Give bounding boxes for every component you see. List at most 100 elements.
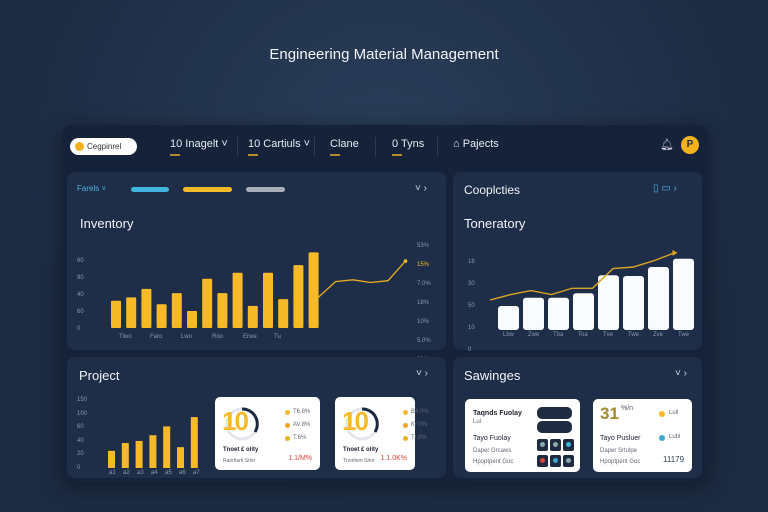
legend-label: T/.0%: [411, 435, 427, 441]
card-value: 1.1/M%: [288, 455, 312, 462]
bar: [141, 288, 152, 328]
bar: [263, 272, 273, 328]
bar: [278, 299, 289, 328]
y-tick-right: 18%: [417, 300, 430, 306]
y-tick: 10: [468, 325, 475, 331]
x-tick: a7: [193, 470, 200, 476]
bar: [247, 305, 258, 328]
inventory-chart: [111, 252, 408, 328]
panel-controls[interactable]: ▯ ▭ ›: [653, 183, 677, 194]
y-tick: 20: [77, 451, 84, 457]
x-tick: a6: [179, 470, 186, 476]
y-tick: 60: [77, 424, 84, 430]
x-tick: Erwe: [243, 334, 257, 340]
y-tick: 0: [77, 464, 81, 471]
bar: [217, 293, 228, 328]
page-title: Engineering Material Management: [269, 46, 499, 63]
y-tick: 30: [468, 281, 475, 287]
legend-dot: [285, 423, 290, 428]
x-tick: a5: [165, 470, 172, 476]
card-label: Tayo Pusluer: [600, 435, 641, 442]
y-tick: 60: [77, 309, 84, 315]
bar: [111, 300, 121, 328]
card-sub: Hpoptpent Goc: [473, 459, 514, 465]
donut-gauge: [225, 407, 259, 441]
toggle-pill[interactable]: [537, 421, 572, 433]
panel-controls[interactable]: ˅ ›: [675, 368, 687, 379]
y-tick: 90: [77, 275, 84, 281]
savings-card-2[interactable]: 31 %/n Lull Lubl Tayo Pusluer Daper Srtu…: [593, 399, 692, 472]
panel-title: Sawinges: [464, 368, 521, 383]
project-card[interactable]: 10 B4.0% K/.0% T/.0% Tnoet £ olity Tnortlem …: [335, 397, 429, 470]
card-sub: Tnortlem Srlor: [343, 458, 375, 464]
bar: [498, 306, 519, 330]
bar: [163, 426, 171, 468]
x-tick: Roo: [212, 334, 224, 340]
project-card[interactable]: 10 T6.8% AV.8% T.6% Tnoet £ olity Raortlarti…: [215, 397, 320, 470]
nav-item-2[interactable]: 10 Cartiuls ˅: [248, 138, 311, 156]
arrow-head: [672, 249, 678, 256]
y-tick: 40: [77, 437, 84, 444]
app-icon-tile[interactable]: [563, 439, 574, 451]
legend-dot: [285, 410, 290, 415]
panel-controls[interactable]: ˅ ›: [415, 183, 427, 194]
y-tick: 0: [468, 347, 472, 353]
y-tick-right: 10%: [417, 319, 430, 325]
legend-label: Lull: [669, 410, 679, 416]
y-tick: 18: [468, 259, 475, 265]
app-icon-tile[interactable]: [550, 455, 561, 467]
app-icon-tile[interactable]: [537, 439, 548, 451]
x-tick: Zwe: [528, 332, 540, 338]
legend-label: K/.0%: [411, 422, 428, 428]
donut-gauge: [345, 407, 379, 441]
y-tick-right: 7.0%: [417, 281, 431, 287]
x-tick: a2: [123, 470, 130, 476]
app-icon-tile[interactable]: [537, 455, 548, 467]
bar: [573, 293, 594, 330]
top-nav: Cegpinrel 10 Inagelt ˅ 10 Cartiuls ˅ Cla…: [62, 125, 708, 167]
bell-icon[interactable]: 🔔︎: [660, 139, 674, 151]
big-number: 31: [600, 404, 619, 423]
x-tick: a1: [109, 470, 116, 476]
legend-blue: [131, 187, 169, 192]
trend-line: [317, 260, 406, 299]
x-tick: Faro: [150, 334, 163, 340]
toneratory-chart: [489, 249, 694, 330]
legend-label: Lubl: [669, 434, 681, 440]
y-tick: 50: [468, 303, 475, 309]
app-icon-tile[interactable]: [563, 455, 574, 467]
nav-item-projects[interactable]: ⌂ Pajects: [453, 138, 499, 150]
legend-dot: [659, 435, 665, 441]
x-tick: Zve: [653, 332, 664, 338]
x-tick: Tu: [274, 334, 281, 340]
card-sub: Daper Srtulpe: [600, 448, 638, 454]
y-tick: 0: [77, 326, 81, 332]
nav-item-3[interactable]: Clane: [330, 138, 359, 156]
card-label: Tnoet £ olity: [223, 447, 259, 453]
bar: [108, 450, 115, 468]
y-tick: 60: [77, 258, 84, 264]
nav-item-1[interactable]: 10 Inagelt ˅: [170, 138, 228, 156]
capacities-panel: Cooplcties ▯ ▭ › Toneratory 18 30 50 10 0 Lbw…: [453, 172, 702, 353]
bar: [171, 293, 182, 328]
chart-title: Inventory: [80, 216, 134, 231]
bar: [149, 435, 157, 468]
toggle-pill[interactable]: [537, 407, 572, 419]
avatar[interactable]: P: [681, 136, 699, 154]
savings-panel: Sawinges ˅ › Taqnds Fuolay Lul Tayo Fuol…: [453, 357, 702, 478]
legend-dot: [285, 436, 290, 441]
bar: [121, 443, 129, 468]
savings-card-1[interactable]: Taqnds Fuolay Lul Tayo Fuolay Daper Grca…: [465, 399, 580, 472]
dashboard: Cegpinrel 10 Inagelt ˅ 10 Cartiuls ˅ Cla…: [62, 125, 708, 482]
legend-dot: [403, 436, 408, 441]
x-tick: a3: [137, 470, 144, 476]
card-label: Tayo Fuolay: [473, 435, 511, 442]
app-icon-tile[interactable]: [550, 439, 561, 451]
panel-controls[interactable]: ˅ ›: [416, 368, 428, 379]
filter-dropdown[interactable]: Farels ˅: [77, 184, 107, 193]
nav-item-4[interactable]: 0 Tyns: [392, 138, 425, 156]
percent-unit: %/n: [621, 405, 634, 412]
bar: [190, 417, 198, 468]
logo[interactable]: Cegpinrel: [70, 138, 137, 155]
legend-dot: [403, 410, 408, 415]
